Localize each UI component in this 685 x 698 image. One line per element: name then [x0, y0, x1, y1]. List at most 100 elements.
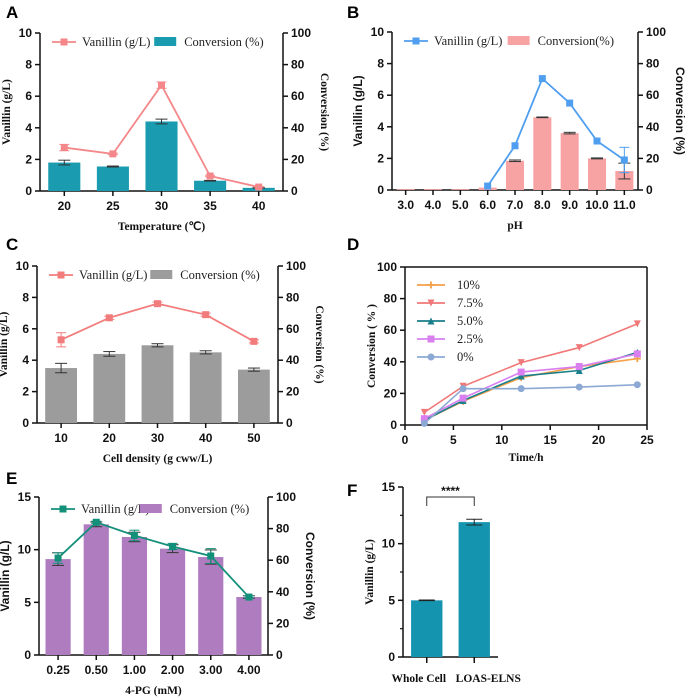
- data-point: [60, 144, 68, 152]
- legend-bar-swatch: [150, 270, 173, 279]
- y-tick-label: 40: [384, 355, 398, 369]
- y-axis-label: Vanillin (g/L): [0, 540, 12, 611]
- data-point: [427, 335, 435, 343]
- y-right-tick-label: 0: [286, 416, 293, 430]
- panel-c: C 0 2 4 6 8 10 Vanillin (g/L) 0 20 40 60 80 100 Conver…: [0, 235, 325, 465]
- y-axis-right-label: Conversion (%): [318, 73, 330, 151]
- y-tick-label: 10: [18, 543, 32, 557]
- data-point: [255, 183, 263, 191]
- y-axis-right-label: Conversion (%): [673, 67, 685, 155]
- legend-label-line: Vanillin (g/L): [79, 268, 147, 282]
- panel-b: B 0 2 4 6 8 10 Vanillin (g/L) 0 20 40 60 80 100 Conver…: [347, 3, 685, 232]
- y-right-tick-label: 100: [646, 25, 666, 39]
- data-point: [427, 353, 435, 361]
- y-axis-right-label: Conversion (%): [313, 305, 325, 383]
- bar: [83, 524, 109, 655]
- series-0: 10%: [417, 278, 641, 424]
- y-tick-label: 20: [384, 386, 398, 400]
- legend-label: 5.0%: [457, 314, 483, 328]
- significance-bracket: [426, 496, 475, 506]
- legend-bar-swatch: [154, 37, 177, 46]
- x-tick-label: 3.00: [199, 663, 223, 677]
- x-tick-label: 3.0: [397, 198, 414, 212]
- y-tick-label: 5: [24, 595, 31, 609]
- y-tick-label: 6: [25, 89, 32, 103]
- data-point: [169, 543, 177, 551]
- data-point: [420, 408, 428, 416]
- y-right-tick-label: 100: [276, 490, 296, 504]
- legend-label-bar: Conversion (%): [180, 268, 260, 282]
- bar: [121, 536, 148, 655]
- x-tick-label: 7.0: [507, 198, 524, 212]
- panel-f: F 0 5 10 15 Vanillin (g/L) Whole Cell LOAS-ELNS…: [347, 480, 521, 685]
- data-point: [412, 37, 420, 45]
- legend-label: 10%: [457, 278, 480, 292]
- y-tick-label: 15: [18, 490, 32, 504]
- legend-label-bar: Conversion (%): [184, 35, 264, 49]
- data-point: [60, 38, 68, 46]
- y-tick-label: 4: [25, 121, 32, 135]
- y-right-tick-label: 60: [291, 89, 305, 103]
- legend: Vanillin (g/L) Conversion (%): [52, 35, 264, 49]
- y-right-tick-label: 40: [291, 121, 305, 135]
- y-right-tick-label: 60: [646, 88, 660, 102]
- x-tick-label: LOAS-ELNS: [456, 673, 521, 685]
- y-right-tick-label: 60: [276, 553, 290, 567]
- x-tick-label: 0: [402, 433, 409, 447]
- y-tick-label: 10: [16, 259, 30, 273]
- data-point: [459, 394, 467, 402]
- y-right-tick-label: 80: [291, 58, 305, 72]
- x-axis-label: Temperature (℃): [118, 220, 205, 233]
- y-right-tick-label: 40: [286, 353, 300, 367]
- y-tick-label: 2: [377, 151, 384, 165]
- data-point: [575, 344, 583, 352]
- y-axis-label: Vanillin (g/L): [351, 75, 365, 146]
- y-tick-label: 4: [22, 353, 29, 367]
- y-axis-label: Conversion ( % ): [366, 304, 378, 388]
- panel-label: A: [6, 3, 18, 22]
- x-tick-label: 4.00: [237, 663, 261, 677]
- x-tick-label: 20: [592, 433, 606, 447]
- bar: [411, 600, 443, 657]
- x-tick-label: 10: [54, 431, 68, 445]
- legend-bar-swatch: [507, 36, 530, 45]
- data-point: [130, 531, 138, 539]
- y-right-tick-label: 20: [286, 385, 300, 399]
- x-tick-label: 10: [495, 433, 509, 447]
- panel-label: E: [6, 469, 17, 488]
- data-point: [517, 372, 525, 380]
- data-point: [484, 182, 492, 190]
- x-tick-label: 2.00: [161, 663, 185, 677]
- y-tick-label: 8: [377, 57, 384, 71]
- x-tick-label: 1.00: [123, 663, 147, 677]
- y-right-tick-label: 40: [646, 120, 660, 134]
- legend-label-bar: Conversion (%): [170, 502, 250, 516]
- bar: [145, 121, 178, 191]
- y-tick-label: 2: [22, 385, 29, 399]
- y-tick-label: 6: [377, 88, 384, 102]
- y-right-tick-label: 20: [276, 616, 290, 630]
- legend: Vanillin (g/L) Conversion (%): [49, 268, 260, 282]
- series-line: [424, 357, 638, 421]
- data-point: [54, 554, 62, 562]
- y-tick-label: 2: [25, 152, 32, 166]
- bar: [587, 158, 607, 190]
- panel-a: A 0 2 4 6 8 10 Vanillin (g/L) 0 20 40 60 80 100 Conver…: [1, 3, 330, 233]
- bar: [533, 117, 552, 190]
- x-tick-label: 30: [151, 431, 165, 445]
- bar: [45, 559, 71, 655]
- x-tick-label: 35: [203, 199, 217, 213]
- x-tick-label: 30: [155, 199, 169, 213]
- y-tick-label: 10: [382, 537, 396, 551]
- y-tick-label: 80: [384, 292, 398, 306]
- x-tick-label: Whole Cell: [391, 673, 446, 685]
- data-point: [245, 593, 253, 601]
- x-tick-label: 25: [640, 433, 654, 447]
- data-point: [427, 281, 435, 289]
- data-point: [207, 552, 215, 560]
- x-tick-label: 25: [106, 199, 120, 213]
- y-right-tick-label: 60: [286, 322, 300, 336]
- y-tick-label: 0: [377, 183, 384, 197]
- y-tick-label: 0: [25, 184, 32, 198]
